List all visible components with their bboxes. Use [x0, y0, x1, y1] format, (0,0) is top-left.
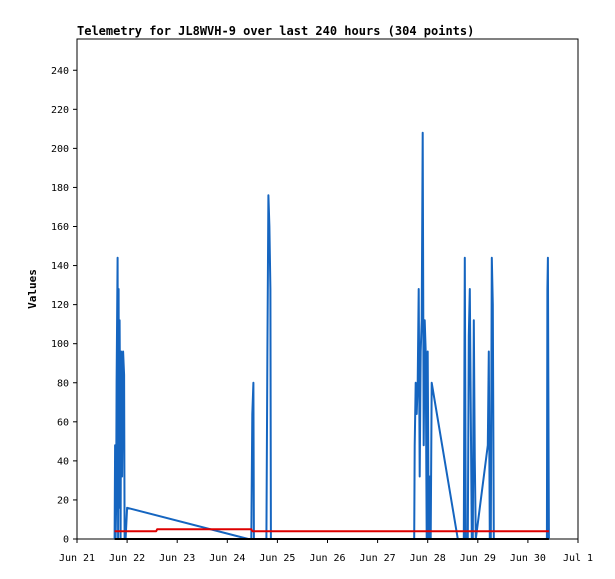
y-tick-label: 180	[51, 183, 69, 194]
y-tick-label: 140	[51, 261, 69, 272]
x-tick-label: Jun 24	[209, 553, 245, 564]
y-tick-label: 220	[51, 105, 69, 116]
x-tick-label: Jun 25	[259, 553, 295, 564]
y-tick-label: 80	[57, 378, 69, 389]
x-tick-label: Jun 21	[59, 553, 95, 564]
y-tick-label: 40	[57, 456, 69, 467]
y-tick-label: 60	[57, 417, 69, 428]
x-tick-label: Jun 26	[309, 553, 345, 564]
x-tick-label: Jun 28	[410, 553, 446, 564]
x-axis-ticks: Jun 21 Jun 22 Jun 23 Jun 24 Jun 25 Jun 26 Jun …	[59, 539, 593, 564]
x-tick-label: Jul 1	[563, 553, 593, 564]
x-tick-label: Jun 22	[109, 553, 145, 564]
y-tick-label: 20	[57, 495, 69, 506]
y-tick-label: 120	[51, 300, 69, 311]
y-tick-label: 100	[51, 339, 69, 350]
x-tick-label: Jun 30	[510, 553, 546, 564]
y-tick-label: 0	[63, 535, 69, 546]
y-tick-label: 200	[51, 144, 69, 155]
chart-title: Telemetry for JL8WVH-9 over last 240 hou…	[77, 24, 474, 38]
x-tick-label: Jun 29	[460, 553, 496, 564]
series-line-red	[114, 528, 549, 533]
series-layer	[113, 131, 550, 540]
y-axis-ticks: 0 20 40 60 80 100 120 140 160 180 200 220 240	[51, 66, 77, 546]
x-tick-label: Jun 23	[159, 553, 195, 564]
plot-frame	[76, 38, 579, 540]
x-tick-label: Jun 27	[360, 553, 396, 564]
series-line-blue	[113, 131, 550, 540]
y-tick-label: 240	[51, 66, 69, 77]
y-axis-label: Values	[26, 269, 39, 309]
y-tick-label: 160	[51, 222, 69, 233]
